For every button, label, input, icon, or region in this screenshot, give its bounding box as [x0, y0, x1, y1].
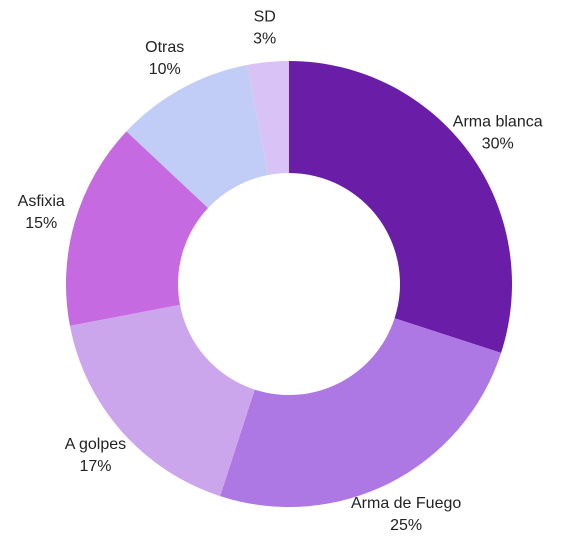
value-label: 30% — [482, 136, 514, 153]
slice-label: Asfixia — [18, 193, 65, 210]
slice — [66, 131, 209, 326]
slice — [69, 304, 255, 497]
value-label: 15% — [25, 215, 57, 232]
slice — [220, 318, 502, 507]
value-label: 3% — [253, 30, 276, 47]
slice-label: Arma de Fuego — [351, 495, 461, 512]
slice-label: Otras — [145, 39, 184, 56]
value-label: 10% — [149, 61, 181, 78]
slice-label: A golpes — [65, 436, 126, 453]
slice — [289, 61, 512, 353]
slice-label: SD — [254, 8, 276, 25]
slice — [126, 64, 269, 209]
value-label: 25% — [390, 517, 422, 534]
slice — [247, 61, 289, 175]
value-label: 17% — [79, 458, 111, 475]
slice-label: Arma blanca — [453, 114, 543, 131]
